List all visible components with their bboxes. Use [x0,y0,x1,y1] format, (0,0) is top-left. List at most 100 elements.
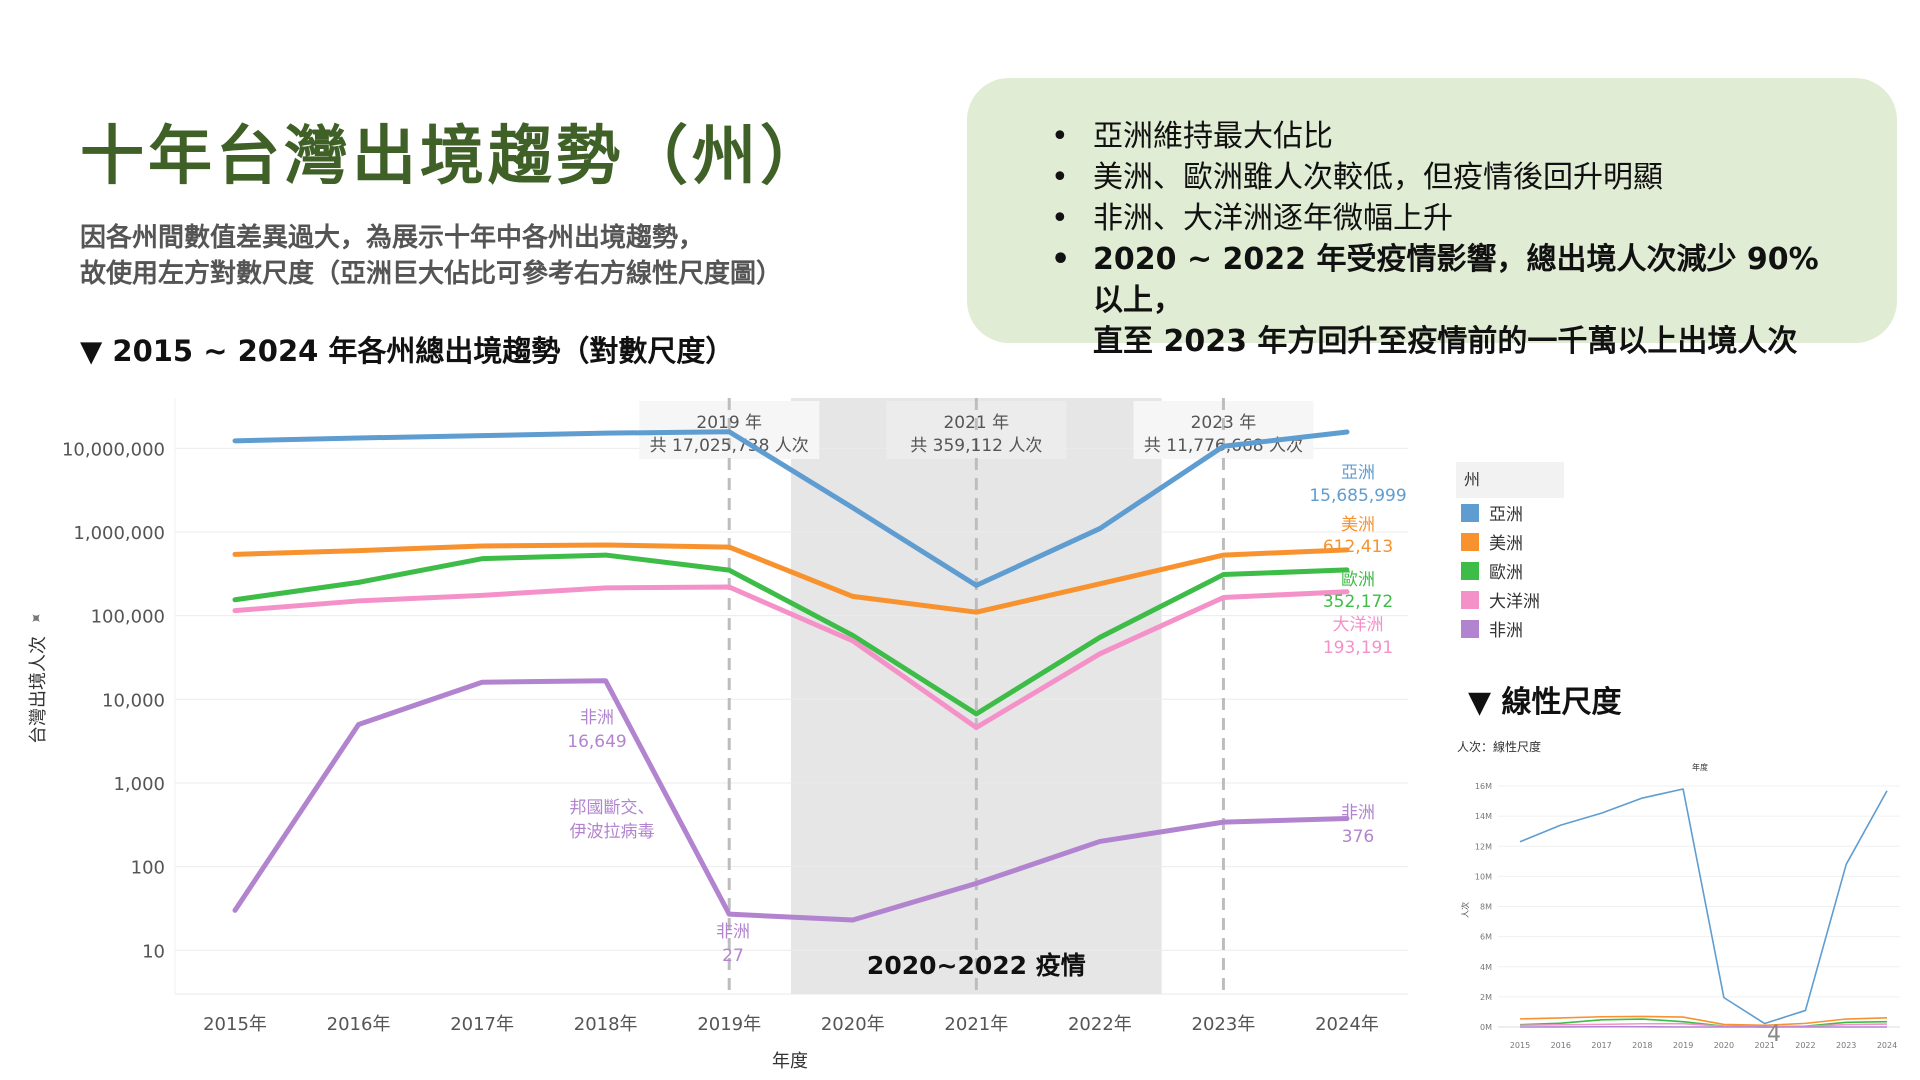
y-tick-label: 1,000,000 [73,523,165,544]
legend-label: 美洲 [1489,534,1523,554]
annotation-africa-event: 伊波拉病毒 [570,822,655,842]
linear-y-tick-label: 14M [1475,812,1492,821]
x-tick-label: 2019年 [697,1014,761,1035]
legend-item-americas[interactable]: 美洲 [1461,527,1564,556]
x-tick-label: 2021年 [944,1014,1008,1035]
linear-x-tick-label: 2019 [1673,1041,1693,1050]
bullet-icon: • [1051,242,1071,277]
page-number: 4 [1767,1022,1781,1047]
reference-year-label: 2023 年 [1191,413,1257,433]
legend-swatch [1461,532,1479,551]
x-tick-label: 2020年 [821,1014,885,1035]
series-line-europe [232,552,1350,717]
chart-legend: 州 亞洲 美洲 歐洲 大洋洲 非洲 [1456,462,1564,643]
page-description: 因各州間數值差異過大，為展示十年中各州出境趨勢， 故使用左方對數尺度（亞洲巨大佔… [80,220,782,292]
linear-series-line-oceania [1519,1022,1888,1028]
y-tick-label: 10 [142,941,165,962]
key-findings-box: • 亞洲維持最大佔比 • 美洲、歐洲雖人次較低，但疫情後回升明顯 • 非洲、大洋洲逐年… [967,78,1897,359]
end-label-name: 亞洲 [1341,463,1375,483]
linear-y-tick-label: 6M [1480,933,1492,942]
linear-x-tick-label: 2024 [1877,1041,1897,1050]
linear-x-tick-label: 2021 [1754,1041,1774,1050]
end-label-name: 美洲 [1341,515,1375,535]
reference-year-label: 2019 年 [696,413,762,433]
annotation-africa-2019-value: 27 [722,946,744,966]
legend-item-asia[interactable]: 亞洲 [1461,498,1564,527]
y-tick-label: 100 [131,858,165,879]
finding-text: 2020 ~ 2022 年受疫情影響，總出境人次減少 90% 以上， 直至 20… [1093,242,1819,359]
end-label-name: 大洋洲 [1333,615,1384,635]
y-tick-label: 10,000 [102,690,165,711]
linear-y-tick-label: 16M [1475,782,1492,791]
linear-series-line-asia [1519,788,1888,1025]
legend-swatch [1461,561,1479,580]
linear-chart-title: ▼ 線性尺度 [1468,685,1622,720]
linear-y-tick-label: 10M [1475,872,1492,881]
linear-x-tick-label: 2018 [1632,1041,1652,1050]
description-line-1: 因各州間數值差異過大，為展示十年中各州出境趨勢， [80,223,705,253]
x-tick-label: 2017年 [450,1014,514,1035]
legend-swatch [1461,619,1479,638]
end-label-value: 15,685,999 [1309,486,1406,506]
annotation-africa-2019-name: 非洲 [716,922,750,942]
linear-x-tick-label: 2015 [1510,1041,1530,1050]
x-axis-title: 年度 [772,1051,808,1072]
pandemic-band-label: 2020~2022 疫情 [867,951,1086,980]
x-tick-label: 2015年 [203,1014,267,1035]
end-label-name: 歐洲 [1341,570,1375,590]
end-label-value: 612,413 [1323,537,1393,557]
linear-x-tick-label: 2016 [1551,1041,1571,1050]
y-tick-label: 1,000 [113,774,165,795]
legend-item-oceania[interactable]: 大洋洲 [1461,585,1564,614]
bullet-icon: • [1051,160,1069,195]
pin-icon: ✦ [25,607,48,630]
linear-scale-line-chart: 年度 0M 2M 4M 6M 8M 10M 12M 14M 16M 2015 2016 2017 2018… [1460,762,1900,1050]
linear-y-tick-label: 2M [1480,993,1492,1002]
annotation-africa-2018-value: 16,649 [567,732,626,752]
log-chart-title: ▼ 2015 ~ 2024 年各州總出境趨勢（對數尺度） [80,334,735,368]
linear-x-tick-label: 2017 [1591,1041,1611,1050]
end-label-value: 193,191 [1323,638,1393,658]
series-line-africa [232,678,1350,923]
legend-swatch [1461,503,1479,522]
linear-x-tick-label: 2020 [1714,1041,1734,1050]
annotation-africa-2018-name: 非洲 [580,708,614,728]
linear-y-tick-label: 12M [1475,842,1492,851]
annotation-africa-event: 邦國斷交、 [570,798,655,818]
finding-text: 亞洲維持最大佔比 [1093,119,1333,154]
linear-chart-subtitle: 人次：線性尺度 [1457,740,1542,754]
end-label-value: 352,172 [1323,592,1393,612]
x-tick-label: 2022年 [1068,1014,1132,1035]
legend-label: 亞洲 [1489,505,1523,525]
linear-y-tick-label: 8M [1480,903,1492,912]
legend-swatch [1461,590,1479,609]
reference-total-label: 共 359,112 人次 [910,436,1042,456]
description-line-2: 故使用左方對數尺度（亞洲巨大佔比可參考右方線性尺度圖） [80,259,783,289]
legend-item-africa[interactable]: 非洲 [1461,614,1564,643]
bullet-icon: • [1051,201,1069,236]
y-tick-label: 10,000,000 [62,439,165,460]
finding-item: • 2020 ~ 2022 年受疫情影響，總出境人次減少 90% 以上， 直至 2… [1007,239,1857,362]
end-label-name: 非洲 [1341,803,1375,823]
finding-item: • 亞洲維持最大佔比 [1007,116,1857,157]
reference-year-label: 2021 年 [943,413,1009,433]
page-title: 十年台灣出境趨勢（州） [80,120,828,194]
legend-label: 歐洲 [1489,563,1523,583]
linear-y-tick-label: 4M [1480,963,1492,972]
legend-item-europe[interactable]: 歐洲 [1461,556,1564,585]
y-axis-title: 台灣出境人次 [28,636,49,744]
x-tick-label: 2024年 [1315,1014,1379,1035]
legend-title: 州 [1456,462,1564,498]
pandemic-shaded-band [791,398,1162,994]
reference-total-label: 共 17,025,738 人次 [650,436,809,456]
legend-label: 非洲 [1489,621,1523,641]
finding-item: • 美洲、歐洲雖人次較低，但疫情後回升明顯 [1007,157,1857,198]
end-label-value: 376 [1342,827,1374,847]
linear-chart-header: 年度 [1692,762,1708,772]
linear-x-tick-label: 2023 [1836,1041,1856,1050]
finding-text: 非洲、大洋洲逐年微幅上升 [1093,201,1453,236]
linear-x-tick-label: 2022 [1795,1041,1815,1050]
x-tick-label: 2018年 [574,1014,638,1035]
linear-series-line-europe [1519,1018,1888,1028]
x-tick-label: 2023年 [1192,1014,1256,1035]
